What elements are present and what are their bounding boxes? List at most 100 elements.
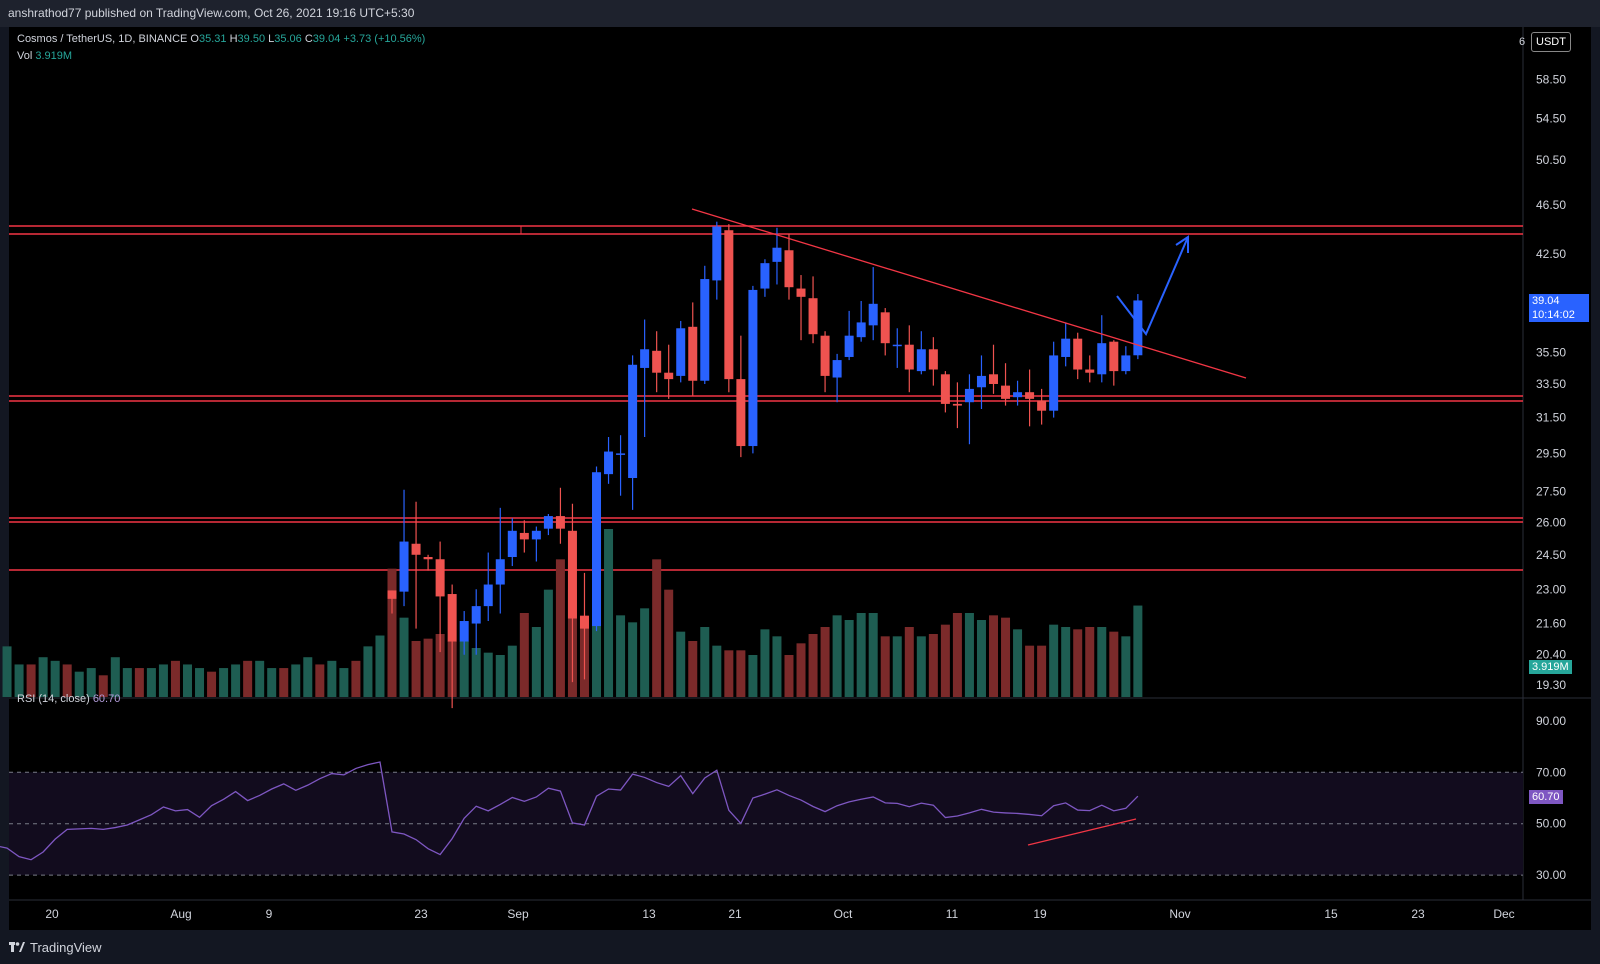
candle-body <box>748 289 758 447</box>
volume-bar <box>303 657 313 697</box>
candle-body <box>664 372 674 380</box>
candle-body <box>952 403 962 406</box>
price-tick-label: 19.30 <box>1536 678 1566 692</box>
candle-body <box>892 344 902 347</box>
candle-body <box>989 374 998 384</box>
candle-body <box>423 557 433 560</box>
candle-body <box>519 532 529 540</box>
candle-body <box>688 326 698 381</box>
volume-bar <box>399 617 409 697</box>
time-tick-label: Dec <box>1493 907 1514 921</box>
volume-bar <box>435 634 445 697</box>
volume-bar <box>952 613 962 697</box>
candle-body <box>820 335 830 376</box>
high-value: 39.50 <box>237 33 266 45</box>
candle-body <box>459 621 469 642</box>
volume-bar <box>808 634 818 697</box>
volume-bar <box>459 641 469 697</box>
rsi-label: RSI (14, close) <box>17 693 90 705</box>
volume-bar <box>748 655 758 697</box>
volume-bar <box>98 675 108 697</box>
candle-body <box>435 559 445 597</box>
volume-bar <box>1001 617 1011 697</box>
time-tick-label: Oct <box>834 907 853 921</box>
volume-tag: 3.919M <box>1529 660 1572 674</box>
volume-bar <box>760 629 770 697</box>
bar-countdown: 10:14:02 <box>1532 309 1575 321</box>
volume-bar <box>640 608 650 697</box>
symbol-legend: Cosmos / TetherUS, 1D, BINANCE O35.31 H3… <box>17 33 425 45</box>
volume-bar <box>856 613 866 697</box>
volume-bar <box>1025 645 1035 697</box>
volume-bar <box>351 660 361 697</box>
close-label: C <box>304 33 313 45</box>
volume-bar <box>387 568 397 697</box>
price-tick-label: 50.50 <box>1536 153 1566 167</box>
axis-top-partial: 6 <box>1519 36 1526 48</box>
candle-body <box>1133 300 1143 356</box>
volume-bar <box>327 660 337 697</box>
volume-bar <box>62 664 72 697</box>
time-tick-label: 13 <box>642 907 656 921</box>
volume-bar <box>1073 629 1083 697</box>
current-price-tag: 39.04 10:14:02 <box>1529 294 1589 322</box>
time-tick-label: 23 <box>414 907 428 921</box>
volume-bar <box>315 664 325 697</box>
candle-body <box>976 375 986 388</box>
volume-bar <box>652 559 662 697</box>
projection-arrowhead <box>1175 235 1189 253</box>
volume-bar <box>820 627 830 697</box>
volume-bar <box>363 646 373 697</box>
price-tick-label: 26.00 <box>1536 515 1566 529</box>
close-value: 39.04 <box>312 33 341 45</box>
candle-body <box>543 516 553 529</box>
volume-bar <box>2 646 12 697</box>
volume-bar <box>664 589 674 697</box>
volume-bar <box>832 615 842 697</box>
volume-bar <box>219 668 229 697</box>
candle-body <box>940 374 950 404</box>
tradingview-logo[interactable]: TradingView <box>9 940 102 955</box>
volume-bar <box>964 613 974 697</box>
price-tick-label: 24.50 <box>1536 548 1566 562</box>
time-tick-label: 15 <box>1324 907 1338 921</box>
volume-bar <box>555 559 565 697</box>
volume-bar <box>880 636 890 697</box>
candle-body <box>399 541 409 592</box>
candle-body <box>1121 355 1131 372</box>
time-tick-label: 11 <box>946 907 959 921</box>
volume-bar <box>74 671 84 697</box>
price-tick-label: 46.50 <box>1536 198 1566 212</box>
price-tick-label: 29.50 <box>1536 446 1566 460</box>
rsi-band <box>9 772 1523 876</box>
volume-bar <box>1049 624 1059 697</box>
price-tick-label: 23.00 <box>1536 582 1566 596</box>
currency-unit-button[interactable]: USDT <box>1531 32 1571 52</box>
tradingview-icon <box>9 941 25 952</box>
volume-bar <box>134 668 144 697</box>
candle-body <box>652 350 662 373</box>
volume-bar <box>616 615 626 697</box>
time-tick-label: 19 <box>1033 907 1047 921</box>
candle-body <box>1097 343 1107 375</box>
volume-bar <box>892 636 902 697</box>
candle-body <box>1001 385 1011 399</box>
volume-bar <box>531 627 541 697</box>
rsi-line <box>0 761 1139 861</box>
candle-body <box>1025 392 1035 399</box>
volume-legend: Vol 3.919M <box>17 50 72 62</box>
candle-body <box>880 312 890 344</box>
volume-bar <box>375 635 385 697</box>
time-tick-label: Nov <box>1169 907 1190 921</box>
volume-bar <box>712 645 722 697</box>
volume-bar <box>1121 636 1131 697</box>
time-tick-label: 9 <box>266 907 273 921</box>
volume-bar <box>844 620 854 697</box>
volume-bar <box>1133 605 1143 697</box>
candle-body <box>592 472 602 627</box>
volume-bar <box>483 652 493 697</box>
candle-body <box>904 344 914 370</box>
change-value: +3.73 (+10.56%) <box>343 33 426 45</box>
volume-bar <box>904 627 914 697</box>
